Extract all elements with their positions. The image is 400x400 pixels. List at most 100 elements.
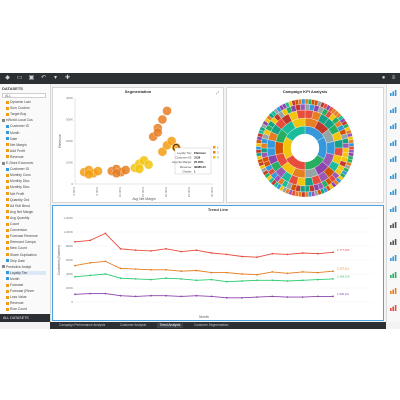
trend-end-label: 1,048,333 [337, 274, 350, 278]
segmentation-panel[interactable]: Segmentation 0 100K 200K 300K 400K 0.00% 5.00%… [52, 87, 224, 203]
field-type-icon [6, 112, 9, 116]
field-type-icon [6, 283, 9, 287]
sidebar-item[interactable]: Monthly Disc [6, 179, 46, 183]
page-tab[interactable]: Campaign Performance Analysis [59, 323, 106, 327]
sidebar-item[interactable]: Ship Date [6, 259, 46, 263]
trend-series-line [74, 232, 334, 258]
trend-point [74, 240, 76, 243]
sidebar-item-label: New Count [10, 246, 27, 251]
sidebar-item[interactable]: Target Buy [6, 112, 46, 116]
trend-point [195, 279, 198, 282]
sidebar-item[interactable]: New Count [6, 246, 46, 250]
area-chart-icon[interactable] [390, 156, 398, 162]
map-icon[interactable] [390, 205, 398, 212]
sidebar-item[interactable]: Date [6, 137, 46, 141]
legend-swatch [213, 156, 216, 159]
scatter-icon[interactable] [390, 189, 398, 195]
field-type-icon [6, 277, 9, 281]
sidebar-item[interactable]: Forecast Revenue [6, 234, 46, 238]
field-type-icon [6, 301, 9, 305]
sidebar-item-label: Share Duplication [10, 252, 37, 257]
sidebar-search-input[interactable]: ALL [2, 93, 46, 98]
filter-icon[interactable] [390, 255, 398, 261]
sidebar-item[interactable]: Net Margin [6, 143, 46, 147]
pie-chart-icon[interactable] [390, 172, 398, 179]
text-icon[interactable] [390, 222, 398, 228]
sidebar-item[interactable]: Avg Net Margin [6, 210, 46, 214]
sunburst-segment [301, 98, 306, 105]
campaign-kpi-panel[interactable]: Campaign KPI Analysis [226, 87, 384, 203]
trend-point [149, 294, 152, 297]
sidebar-item[interactable]: Add Profit [6, 149, 46, 153]
sidebar-item-label: Month [10, 276, 20, 281]
sidebar-item[interactable]: Month [6, 131, 46, 135]
page-tab[interactable]: Trend Analysis [156, 323, 184, 328]
sidebar-item[interactable]: Dynamic Last [6, 100, 46, 104]
page-tab[interactable]: Customer Analysis [119, 323, 147, 327]
sidebar-item[interactable]: Quantity Ord [6, 198, 46, 202]
sidebar-item[interactable]: Monthly Disc [6, 185, 46, 189]
gauge-icon[interactable] [390, 288, 398, 294]
x-axis-label: Avg Net Margin [132, 197, 155, 201]
menu-icon[interactable]: ≡ [391, 75, 396, 81]
folder-icon[interactable]: ▭ [16, 75, 23, 81]
sidebar-item[interactable]: Forecast (Rever [6, 289, 46, 293]
sidebar-item[interactable]: Remnant Campa [6, 240, 46, 244]
trend-point [210, 271, 213, 274]
trend-point [225, 271, 228, 274]
trend-point [225, 296, 228, 299]
sidebar-item[interactable]: Revenue [6, 301, 46, 305]
sidebar-item[interactable]: Row Count [6, 307, 46, 311]
filter-icon[interactable]: ▾ [53, 75, 57, 81]
sidebar-item[interactable]: Sum Custom [6, 106, 46, 110]
trend-point [180, 270, 183, 273]
x-tick-mark: · [317, 304, 318, 307]
sidebar-item[interactable]: E-Store Economic [2, 161, 46, 165]
column-chart-icon[interactable] [390, 123, 398, 129]
page-tab[interactable]: Customer Segmentation [194, 323, 229, 327]
image-icon[interactable] [390, 238, 398, 245]
table-icon[interactable] [390, 90, 398, 96]
undo-icon[interactable]: ↶ [40, 75, 47, 81]
sidebar-item[interactable]: Customer ID [6, 124, 46, 128]
sidebar-item[interactable]: Month [6, 277, 46, 281]
sidebar-item[interactable]: Avg Quantity [6, 216, 46, 220]
sidebar-item[interactable]: Count [6, 222, 46, 226]
kpi-icon[interactable] [390, 271, 398, 278]
sidebar-item[interactable]: Monthly Cons [6, 173, 46, 177]
sidebar-item[interactable]: Predictive Analyt [2, 265, 46, 269]
sidebar-item[interactable]: Share Duplication [6, 253, 46, 257]
user-icon[interactable]: ● [381, 75, 386, 81]
tooltip-value: 25.00% [194, 160, 204, 164]
sidebar-item[interactable]: Revenue [6, 155, 46, 159]
trend-point [134, 278, 137, 280]
trend-point [301, 296, 304, 298]
sidebar-item[interactable]: Conversion [6, 228, 46, 232]
line-chart-icon[interactable] [390, 139, 398, 146]
trend-point [165, 294, 167, 297]
share-icon[interactable]: ✚ [64, 75, 71, 81]
sidebar-item[interactable]: Loss Value [6, 295, 46, 299]
add-widget-icon[interactable] [390, 304, 398, 311]
y-tick-label: 600K [66, 258, 73, 262]
sidebar-item[interactable]: Ad Roll Bend [6, 204, 46, 208]
sidebar-item[interactable]: eWorld Local Cus [2, 118, 46, 122]
sidebar-item[interactable]: Forecast [6, 283, 46, 287]
page-tabs: Campaign Performance Analysis Customer An… [50, 322, 386, 329]
field-type-icon [6, 131, 9, 134]
trend-point [134, 295, 137, 298]
sidebar-item[interactable]: Net Profit [6, 192, 46, 196]
trend-end-label: 1,257,111 [337, 267, 349, 271]
bar-chart-icon[interactable] [390, 106, 398, 113]
trend-panel[interactable]: Trend Line 0 200K 400K 600K 800K 1,000K 1,200K… [52, 205, 384, 321]
scatter-point [143, 160, 154, 170]
sidebar-item-label: Monthly Disc [10, 179, 30, 184]
save-icon[interactable]: ▣ [28, 75, 35, 81]
sidebar-item[interactable]: Customer ID [6, 167, 46, 171]
sidebar-footer[interactable]: ALL DATASETS [0, 314, 50, 322]
logo-icon[interactable]: ◆ [5, 75, 10, 81]
y-tick-label: 0 [71, 182, 73, 186]
sidebar-item-label: Forecast (Rever [10, 289, 35, 294]
sidebar-item[interactable]: Loyalty Tier [6, 270, 46, 275]
